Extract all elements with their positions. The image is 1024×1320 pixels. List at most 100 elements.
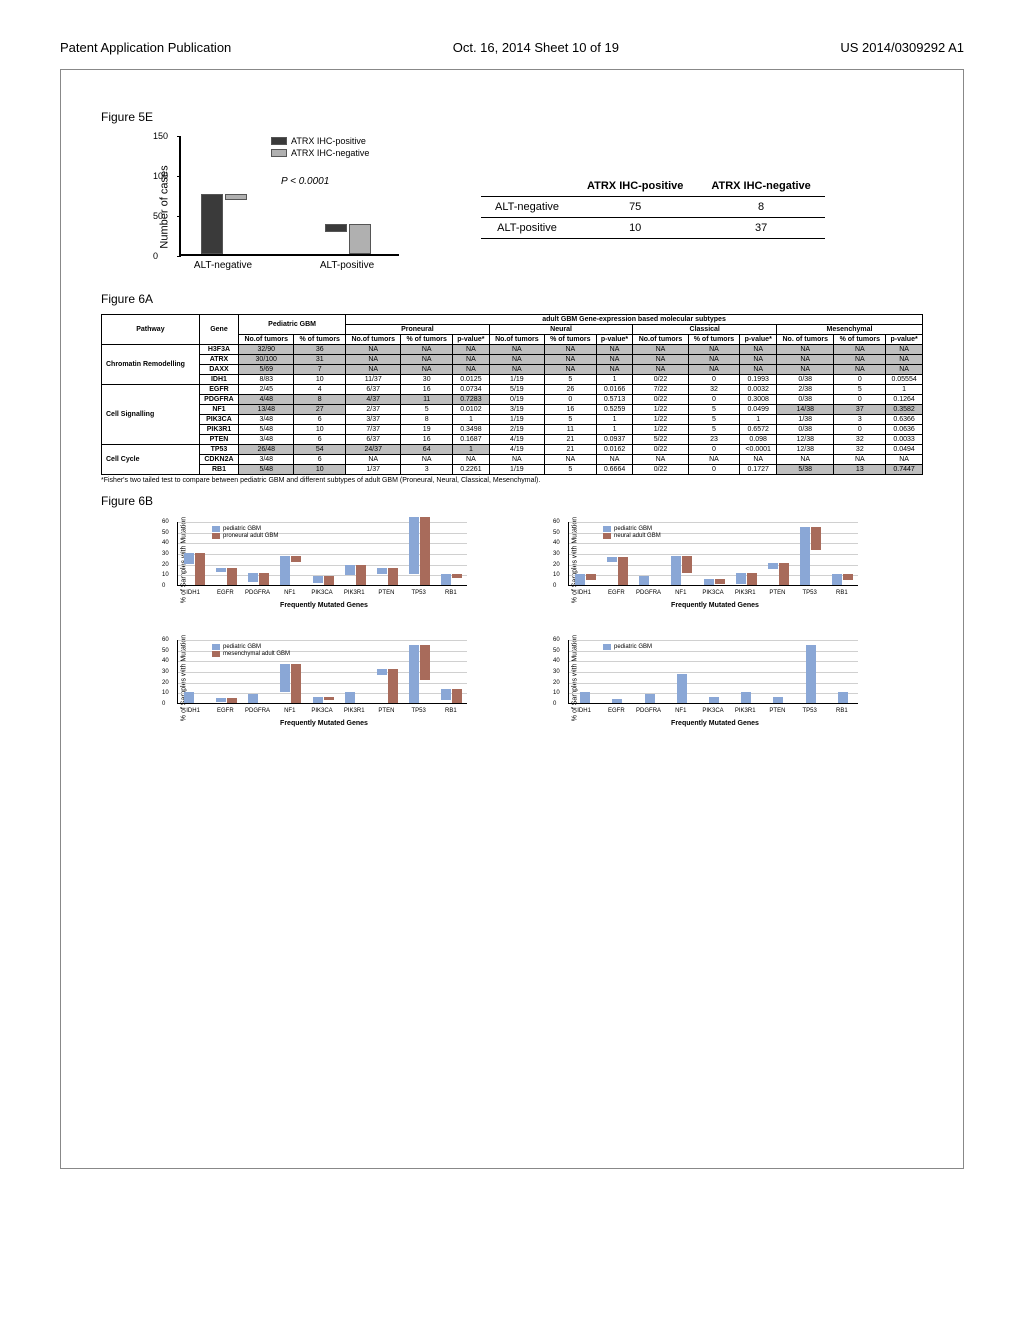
- y-tick: 40: [553, 658, 560, 664]
- y-tick: 30: [162, 669, 169, 675]
- table-cell: 1/37: [346, 465, 401, 475]
- table-header: No. of tumors: [777, 335, 834, 345]
- table-cell: 16: [544, 405, 596, 415]
- table-cell: NA: [886, 455, 923, 465]
- table-cell: 0.05554: [886, 375, 923, 385]
- y-tick: 50: [553, 530, 560, 536]
- header-left: Patent Application Publication: [60, 40, 231, 55]
- table-cell: 12/38: [777, 435, 834, 445]
- legend-label: ATRX IHC-positive: [291, 136, 366, 146]
- table-cell: 4/19: [489, 435, 544, 445]
- figure-6b-label: Figure 6B: [101, 494, 923, 508]
- y-tick: 0: [553, 583, 556, 589]
- table-header: No.of tumors: [633, 335, 688, 345]
- table-cell: 3/48: [239, 435, 294, 445]
- table-cell: NA: [740, 355, 777, 365]
- table-cell: NA: [596, 355, 633, 365]
- x-label: PTEN: [372, 590, 400, 596]
- x-label: NF1: [276, 590, 304, 596]
- bar: [709, 697, 719, 703]
- table-cell: NA: [777, 455, 834, 465]
- figure-5e-label: Figure 5E: [101, 110, 923, 124]
- table-cell: 32: [688, 385, 740, 395]
- bar: [682, 556, 692, 573]
- y-tick: 60: [553, 519, 560, 525]
- table-cell: NA: [453, 365, 490, 375]
- bar: [356, 565, 366, 585]
- y-tick: 60: [162, 519, 169, 525]
- table-cell: 5/19: [489, 385, 544, 395]
- table-cell: NA: [596, 365, 633, 375]
- table-cell: NA: [633, 345, 688, 355]
- table-header: % of tumors: [688, 335, 740, 345]
- table-cell: 26/48: [239, 445, 294, 455]
- table-cell: 0.7283: [453, 395, 490, 405]
- table-cell: NA: [346, 345, 401, 355]
- table-cell: 4/48: [239, 395, 294, 405]
- table-header: Classical: [633, 325, 777, 335]
- y-tick: 40: [553, 540, 560, 546]
- x-label: EGFR: [211, 590, 239, 596]
- table-cell: 2/38: [777, 385, 834, 395]
- table-cell: NA: [834, 345, 886, 355]
- table-cell: NA: [453, 455, 490, 465]
- bar: [838, 692, 848, 703]
- table-cell: 3/48: [239, 415, 294, 425]
- table-cell: 11: [544, 425, 596, 435]
- table-header: % of tumors: [544, 335, 596, 345]
- table-cell: NA: [886, 345, 923, 355]
- table-cell: NA: [346, 455, 401, 465]
- legend-swatch: [271, 149, 287, 157]
- y-tick: 0: [162, 583, 165, 589]
- table-cell: 6/37: [346, 435, 401, 445]
- y-tick: 10: [162, 690, 169, 696]
- bar: [773, 697, 783, 703]
- table-cell: 30: [401, 375, 453, 385]
- table-header: % of tumors: [834, 335, 886, 345]
- table-cell: 3/48: [239, 455, 294, 465]
- mini-legend: pediatric GBMmesenchymal adult GBM: [212, 644, 290, 658]
- table-cell: 5/48: [239, 425, 294, 435]
- x-label: PTEN: [763, 708, 791, 714]
- pathway-cell: Cell Cycle: [102, 445, 200, 475]
- table-cell: 1: [596, 415, 633, 425]
- x-label: ALT-positive: [307, 260, 387, 271]
- table-cell: 0.098: [740, 435, 777, 445]
- legend-label: pediatric GBM: [223, 644, 261, 650]
- table-cell: 0.1993: [740, 375, 777, 385]
- table-cell: 0.0499: [740, 405, 777, 415]
- y-tick: 40: [162, 658, 169, 664]
- y-tick: 0: [153, 251, 158, 261]
- page-header: Patent Application Publication Oct. 16, …: [60, 40, 964, 61]
- table-cell: 30/100: [239, 355, 294, 365]
- legend-label: proneural adult GBM: [223, 533, 278, 539]
- table-row: PDGFRA4/4884/37110.72830/1900.57130/2200…: [102, 395, 923, 405]
- bar: [349, 224, 371, 254]
- bar: [184, 553, 194, 564]
- x-label: IDH1: [570, 590, 598, 596]
- table-cell: 0: [834, 395, 886, 405]
- table-cell: 7/37: [346, 425, 401, 435]
- table-cell: 0: [688, 445, 740, 455]
- bar: [345, 565, 355, 576]
- table-cell: 8/83: [239, 375, 294, 385]
- table-cell: 0.0937: [596, 435, 633, 445]
- table-row: PTEN3/4866/37160.16874/19210.09375/22230…: [102, 435, 923, 445]
- bar: [280, 664, 290, 693]
- x-label: PIK3R1: [731, 590, 759, 596]
- table-cell: NA: [688, 345, 740, 355]
- table-cell: 4/19: [489, 445, 544, 455]
- x-label: NF1: [667, 590, 695, 596]
- fig6b-panel: % of Samples with MutationIDH1EGFRPDGFRA…: [542, 638, 862, 738]
- table-row: NF113/48272/3750.01023/19160.52591/2250.…: [102, 405, 923, 415]
- gene-cell: CDKN2A: [199, 455, 238, 465]
- table-cell: 1: [596, 425, 633, 435]
- table-cell: 11: [401, 395, 453, 405]
- bar: [248, 573, 258, 582]
- bar: [201, 194, 223, 254]
- bar: [832, 574, 842, 585]
- table-header: Mesenchymal: [777, 325, 923, 335]
- table-cell: 0: [688, 395, 740, 405]
- table-cell: 0/19: [489, 395, 544, 405]
- bar: [452, 689, 462, 703]
